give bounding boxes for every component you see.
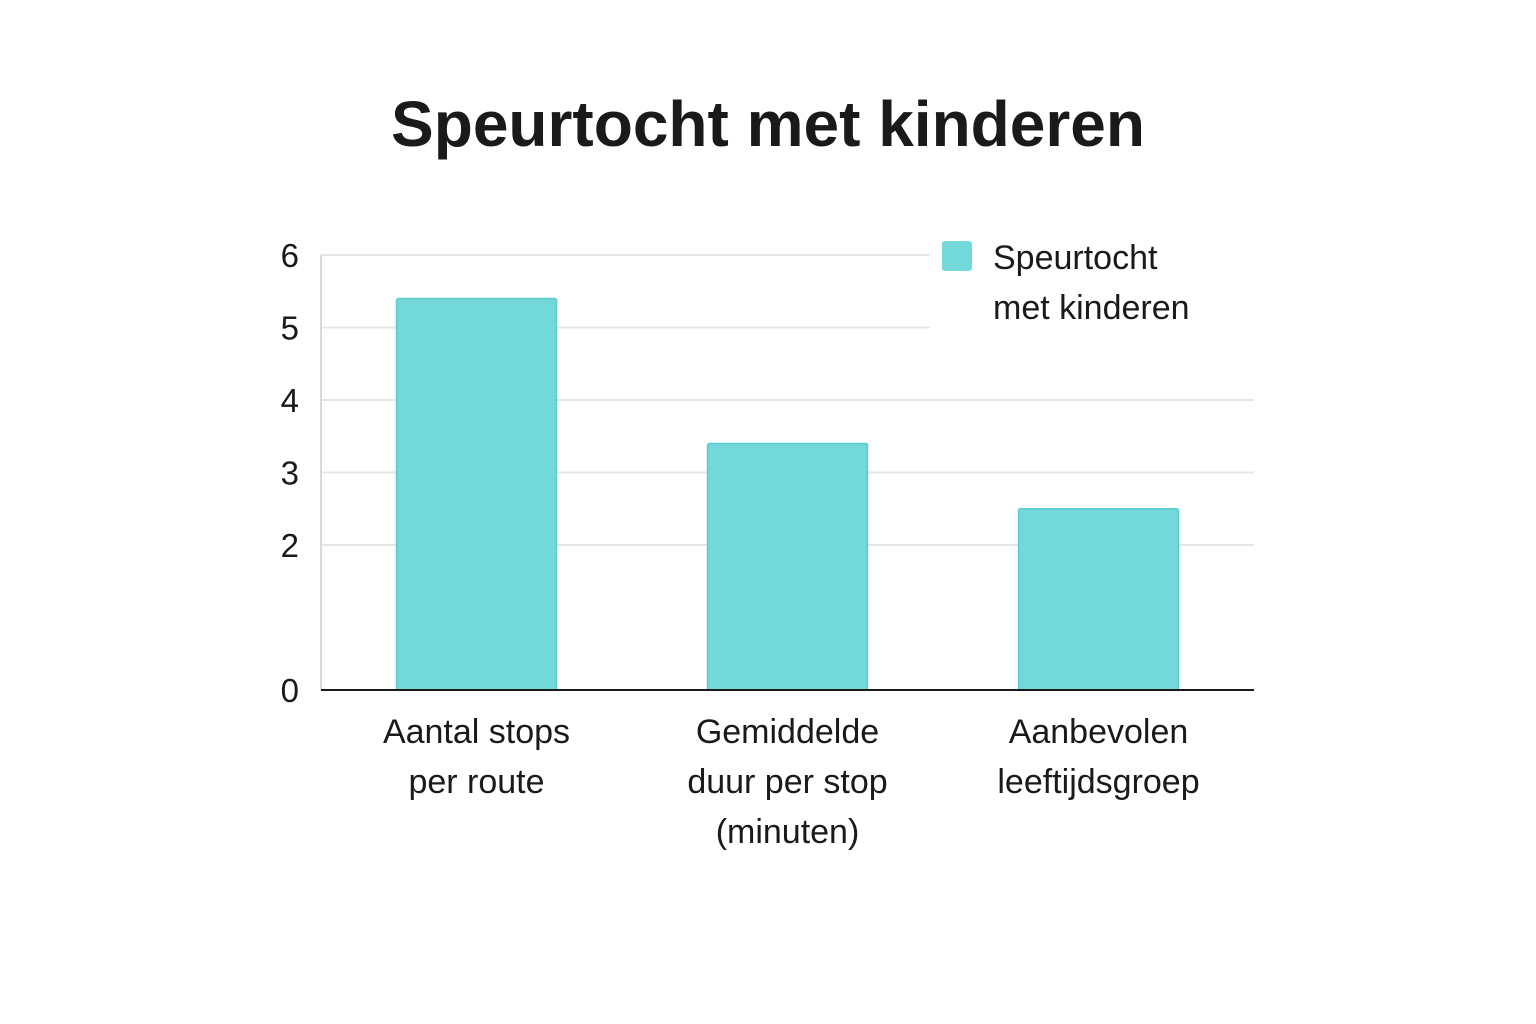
x-category-label: duur per stop <box>687 763 887 801</box>
legend: Speurtocht met kinderen <box>930 234 1260 330</box>
y-tick-label: 5 <box>281 310 299 347</box>
y-axis-ticks: 0 2 3 4 5 6 <box>281 237 299 709</box>
y-tick-label: 3 <box>281 455 299 492</box>
axes <box>320 255 1254 691</box>
x-category-label: leeftijdsgroep <box>997 763 1199 801</box>
x-category-label: (minuten) <box>716 813 860 851</box>
bar <box>1017 508 1180 691</box>
y-tick-label: 2 <box>281 527 299 564</box>
bars <box>395 297 1180 691</box>
x-category-label: per route <box>408 763 544 801</box>
y-tick-label: 4 <box>281 382 299 419</box>
x-category-label: Aanbevolen <box>1009 713 1189 751</box>
bar <box>706 442 869 691</box>
bar <box>395 297 558 691</box>
legend-label: Speurtocht <box>993 239 1158 277</box>
legend-background <box>930 234 1260 330</box>
y-tick-label: 0 <box>281 672 299 709</box>
legend-swatch <box>942 241 972 271</box>
x-axis-categories: Aantal stops per route Gemiddelde duur per … <box>383 713 1200 851</box>
y-tick-label: 6 <box>281 237 299 274</box>
x-category-label: Gemiddelde <box>696 713 879 751</box>
x-category-label: Aantal stops <box>383 713 570 751</box>
legend-label: met kinderen <box>993 289 1190 327</box>
chart-title: Speurtocht met kinderen <box>391 88 1145 160</box>
